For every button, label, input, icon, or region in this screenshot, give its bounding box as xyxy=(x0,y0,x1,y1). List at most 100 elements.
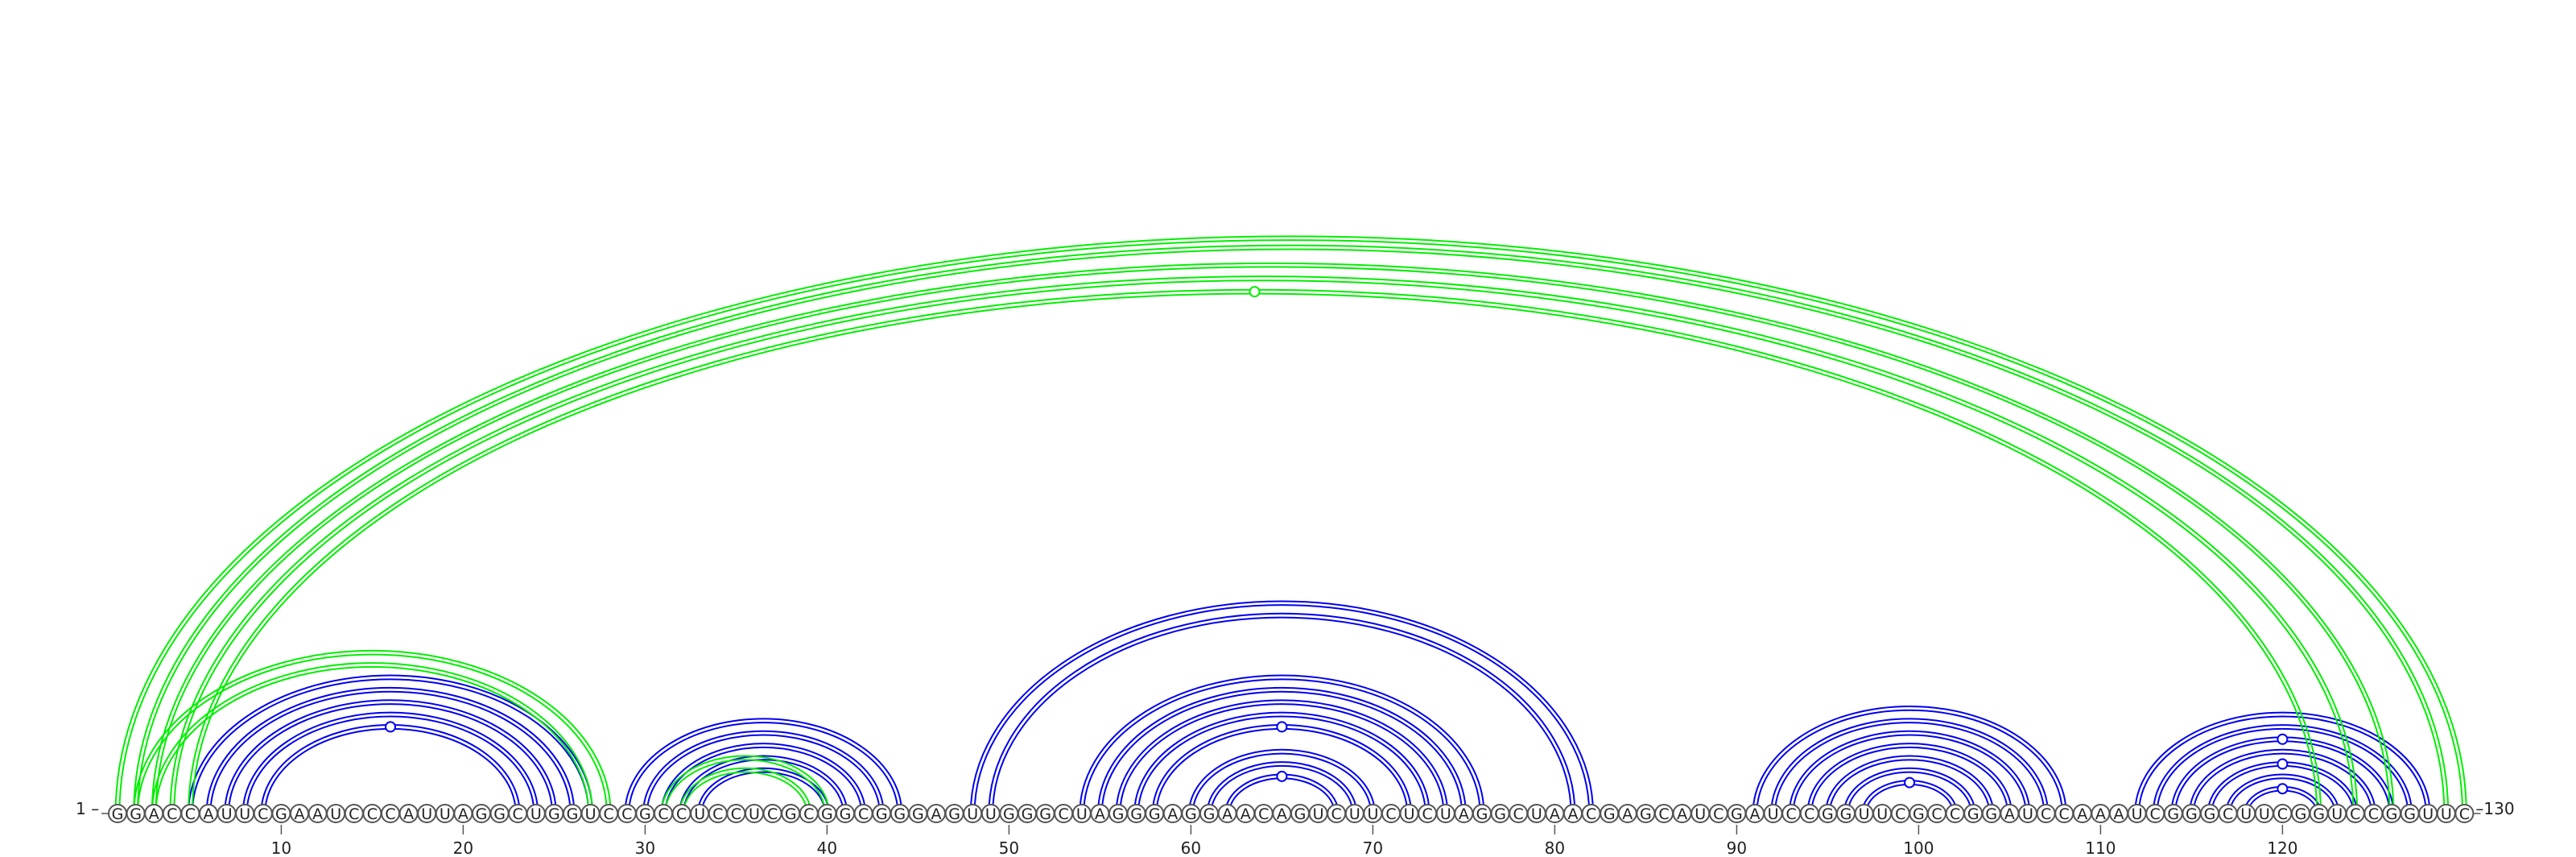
base-pair-arc xyxy=(137,653,608,814)
base-pair-arc xyxy=(188,674,593,814)
nucleotide-letter: C xyxy=(858,805,869,823)
base-pair-arc xyxy=(1079,674,1485,814)
arc-group-stem-115-126 xyxy=(2189,748,2376,814)
nucleotide-letter: A xyxy=(403,805,414,823)
nucleotide-letter: U xyxy=(1859,805,1870,823)
nucleotide-letter: C xyxy=(167,805,177,823)
nucleotide-letter: C xyxy=(1385,805,1396,823)
nucleotide-letter: C xyxy=(2350,805,2360,823)
nucleotide-letter: G xyxy=(821,805,833,823)
base-pair-arc xyxy=(264,727,517,814)
base-pair-arc xyxy=(1847,771,1972,814)
nucleotide-letter: U xyxy=(530,805,542,823)
nucleotide-letter: G xyxy=(1840,805,1852,823)
nucleotide-letter: U xyxy=(2132,805,2143,823)
base-pair-arc xyxy=(191,678,590,814)
base-pair-arc xyxy=(1756,709,2063,814)
base-pair-arc xyxy=(1774,722,2046,814)
nucleotide-letter: G xyxy=(548,805,560,823)
base-pair-arc xyxy=(118,239,2463,814)
nucleotide-letter: G xyxy=(1476,805,1488,823)
base-pair-arc xyxy=(700,771,826,814)
base-pair-arc xyxy=(133,244,2450,814)
base-pair-arc xyxy=(151,662,593,814)
base-pair-arc xyxy=(1191,752,1372,814)
base-pair-arc xyxy=(209,690,572,814)
nucleotide-letter: C xyxy=(1059,805,1069,823)
loop-marker xyxy=(1904,776,1916,789)
nucleotide-letter: C xyxy=(1586,805,1596,823)
nucleotide-letter: G xyxy=(1731,805,1743,823)
nucleotide-letter: A xyxy=(295,805,305,823)
nucleotide-letter: G xyxy=(493,805,506,823)
base-pair-arc xyxy=(679,767,812,814)
base-pair-arc xyxy=(664,746,863,814)
base-pair-arc xyxy=(1806,743,2013,814)
base-pair-arc xyxy=(155,266,2391,814)
base-pair-arc xyxy=(642,730,885,814)
arc-group-stem-112-128 xyxy=(2134,711,2431,814)
nucleotide-letter: U xyxy=(1531,805,1542,823)
end-label: –130 xyxy=(2475,799,2514,818)
base-pair-arc xyxy=(2170,736,2395,814)
tick-label: 60 xyxy=(1181,838,1201,857)
tick-label: 90 xyxy=(1727,838,1747,857)
nucleotide-letter: U xyxy=(1313,805,1324,823)
base-pair-arc xyxy=(151,262,2395,814)
nucleotide-letter: G xyxy=(1130,805,1142,823)
base-pair-arc xyxy=(2189,748,2376,814)
nucleotide-letter: A xyxy=(1241,805,1251,823)
nucleotide-letter: G xyxy=(476,805,488,823)
base-pair-arc xyxy=(155,665,590,814)
nucleotide-letter: C xyxy=(658,805,668,823)
base-pair-arc xyxy=(1137,715,1426,814)
nucleotide-letter: U xyxy=(694,805,705,823)
nucleotide-letter: C xyxy=(1804,805,1814,823)
tick-label: 110 xyxy=(2085,838,2116,857)
nucleotide-letter: C xyxy=(2459,805,2470,823)
base-pair-arc xyxy=(2156,727,2409,814)
nucleotide-letter: U xyxy=(1404,805,1415,823)
nucleotide-letter: C xyxy=(349,805,359,823)
nucleotide-letter: G xyxy=(2204,805,2216,823)
tick-label: 100 xyxy=(1903,838,1934,857)
base-pair-arc xyxy=(205,686,576,814)
nucleotide-circle xyxy=(2454,804,2475,823)
nucleotide-letter: G xyxy=(2313,805,2325,823)
nucleotide-letter: A xyxy=(931,805,942,823)
nucleotide-letter: A xyxy=(204,805,214,823)
nucleotide-letter: G xyxy=(1640,805,1652,823)
nucleotide-letter: G xyxy=(1985,805,1997,823)
nucleotide-letter: U xyxy=(1695,805,1706,823)
nucleotide-letter: U xyxy=(1876,805,1888,823)
arcs-layer xyxy=(114,235,2467,814)
base-pair-arc xyxy=(664,759,826,814)
tick-label: 10 xyxy=(271,838,291,857)
nucleotide-letter: U xyxy=(585,805,597,823)
loop-marker xyxy=(1276,721,1288,733)
nucleotide-letter: A xyxy=(458,805,469,823)
base-pair-arc xyxy=(1792,734,2027,814)
nucleotide-letter: U xyxy=(1076,805,1088,823)
nucleotide-letter: U xyxy=(2259,805,2270,823)
nucleotide-letter: U xyxy=(2331,805,2343,823)
arc-group-stem-91-108 xyxy=(1752,706,2067,814)
base-pair-arc xyxy=(988,612,1576,814)
nucleotide-letter: G xyxy=(1185,805,1197,823)
base-pair-arc xyxy=(114,235,2467,814)
nucleotide-letter: U xyxy=(239,805,250,823)
nucleotide-letter: G xyxy=(639,805,651,823)
nucleotide-letter: G xyxy=(876,805,888,823)
base-pair-arc xyxy=(969,600,1594,814)
nucleotide-letter: U xyxy=(1349,805,1360,823)
nucleotide-letter: G xyxy=(948,805,960,823)
nucleotide-letter: C xyxy=(676,805,687,823)
tick-label: 50 xyxy=(999,838,1019,857)
nucleotide-letter: C xyxy=(2150,805,2161,823)
nucleotide-letter: A xyxy=(1167,805,1178,823)
base-pair-arc xyxy=(1828,759,1991,814)
arc-group-stem-54-76 xyxy=(1079,674,1485,814)
loop-marker xyxy=(2277,733,2289,745)
arc-group-pk-31-40 xyxy=(660,755,830,814)
